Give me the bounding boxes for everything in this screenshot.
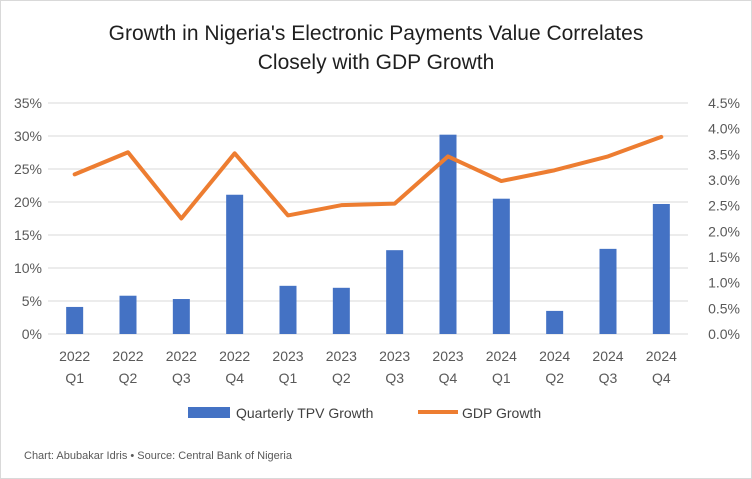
line-series: [75, 137, 662, 219]
right-tick-label: 4.0%: [708, 121, 740, 137]
x-tick-year: 2024: [486, 348, 517, 364]
left-tick-label: 10%: [14, 260, 42, 276]
left-tick-label: 5%: [22, 293, 42, 309]
right-tick-label: 2.0%: [708, 223, 740, 239]
x-tick-quarter: Q4: [652, 370, 671, 386]
chart-title-line-2: Closely with GDP Growth: [258, 51, 495, 74]
x-axis-ticks: 2022 Q1 2022 Q2 2022 Q3 2022 Q4 2023 Q1 2023 Q2 2023…: [59, 348, 677, 386]
bar-tpv-growth: [440, 135, 457, 334]
x-tick-year: 2023: [379, 348, 410, 364]
right-tick-label: 1.0%: [708, 275, 740, 291]
x-tick-quarter: Q4: [225, 370, 244, 386]
x-tick-quarter: Q3: [172, 370, 191, 386]
right-tick-label: 3.0%: [708, 172, 740, 188]
legend-line-label: GDP Growth: [462, 405, 541, 421]
right-axis-ticks: 0.0% 0.5% 1.0% 1.5% 2.0% 2.5% 3.0% 3.5% 4.0% 4.5%: [708, 95, 740, 342]
line-gdp-growth: [75, 137, 662, 219]
legend: Quarterly TPV Growth GDP Growth: [188, 405, 541, 421]
x-tick-year: 2024: [592, 348, 623, 364]
x-tick-quarter: Q1: [492, 370, 511, 386]
bar-tpv-growth: [66, 307, 83, 334]
right-tick-label: 0.0%: [708, 326, 740, 342]
x-tick-quarter: Q3: [385, 370, 404, 386]
legend-bar-swatch: [188, 407, 230, 418]
bar-tpv-growth: [226, 195, 243, 334]
x-tick-year: 2023: [326, 348, 357, 364]
bar-tpv-growth: [493, 199, 510, 334]
bar-tpv-growth: [280, 286, 297, 334]
x-tick-quarter: Q2: [545, 370, 564, 386]
x-tick-year: 2023: [432, 348, 463, 364]
bar-tpv-growth: [600, 249, 617, 334]
bar-tpv-growth: [653, 204, 670, 334]
chart-title-line-1: Growth in Nigeria's Electronic Payments …: [109, 22, 644, 45]
x-tick-quarter: Q4: [439, 370, 458, 386]
left-tick-label: 35%: [14, 95, 42, 111]
left-tick-label: 15%: [14, 227, 42, 243]
x-tick-year: 2022: [166, 348, 197, 364]
right-tick-label: 0.5%: [708, 300, 740, 316]
x-tick-year: 2022: [112, 348, 143, 364]
bar-tpv-growth: [386, 250, 403, 334]
bar-tpv-growth: [333, 288, 350, 334]
x-tick-year: 2024: [646, 348, 677, 364]
legend-bar-label: Quarterly TPV Growth: [236, 405, 373, 421]
left-tick-label: 25%: [14, 161, 42, 177]
left-tick-label: 20%: [14, 194, 42, 210]
x-tick-year: 2022: [219, 348, 250, 364]
right-tick-label: 4.5%: [708, 95, 740, 111]
gridlines: [48, 103, 688, 334]
x-tick-quarter: Q3: [599, 370, 618, 386]
right-tick-label: 3.5%: [708, 146, 740, 162]
x-tick-year: 2022: [59, 348, 90, 364]
right-tick-label: 1.5%: [708, 249, 740, 265]
bar-tpv-growth: [546, 311, 563, 334]
bar-tpv-growth: [120, 296, 137, 334]
x-tick-year: 2023: [272, 348, 303, 364]
chart-footer: Chart: Abubakar Idris • Source: Central …: [24, 450, 293, 462]
bar-tpv-growth: [173, 299, 190, 334]
right-tick-label: 2.5%: [708, 198, 740, 214]
x-tick-quarter: Q2: [332, 370, 351, 386]
x-tick-quarter: Q1: [279, 370, 298, 386]
chart-svg: Growth in Nigeria's Electronic Payments …: [0, 0, 752, 479]
x-tick-year: 2024: [539, 348, 570, 364]
left-axis-ticks: 0% 5% 10% 15% 20% 25% 30% 35%: [14, 95, 42, 342]
x-tick-quarter: Q2: [119, 370, 138, 386]
x-tick-quarter: Q1: [65, 370, 84, 386]
left-tick-label: 30%: [14, 128, 42, 144]
left-tick-label: 0%: [22, 326, 42, 342]
